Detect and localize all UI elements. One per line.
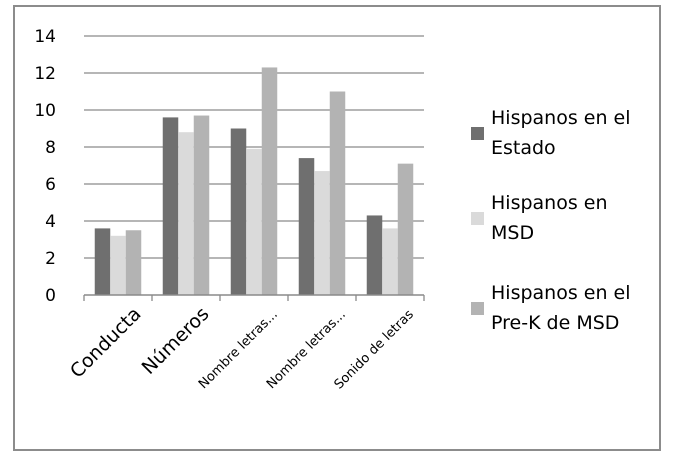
y-tick-label: 8 — [45, 138, 56, 158]
bars — [94, 67, 414, 296]
bar — [125, 230, 142, 295]
y-tick-label: 2 — [45, 249, 56, 269]
legend-label: Hispanos en el — [491, 107, 631, 129]
y-tick-label: 10 — [34, 101, 56, 121]
legend-swatch — [471, 212, 484, 225]
legend-swatch — [471, 302, 484, 315]
legend-label: Hispanos en — [491, 192, 608, 214]
bar — [230, 128, 247, 295]
bar — [366, 215, 383, 295]
y-axis-ticks: 0 2 4 6 8 10 12 14 — [34, 27, 56, 306]
y-tick-label: 4 — [45, 212, 56, 232]
y-tick-label: 14 — [34, 27, 56, 47]
bar — [329, 91, 346, 295]
legend-label: Hispanos en el — [491, 282, 631, 304]
legend-label: Pre-K de MSD — [491, 312, 619, 334]
bar — [162, 117, 179, 296]
bar — [178, 132, 194, 295]
bar — [110, 235, 126, 295]
bar — [246, 148, 262, 295]
bar — [314, 171, 330, 295]
y-tick-label: 12 — [34, 64, 56, 84]
legend-label: MSD — [491, 222, 534, 244]
bar — [397, 163, 414, 295]
legend: Hispanos en el Estado Hispanos en MSD Hispan… — [471, 107, 631, 334]
x-tick-label: Conducta — [66, 303, 146, 383]
legend-swatch — [471, 127, 484, 140]
bar — [298, 158, 315, 295]
bar — [193, 115, 210, 295]
bar — [94, 228, 111, 295]
bar — [382, 228, 398, 295]
y-tick-label: 0 — [45, 286, 56, 306]
x-tick-label: Números — [138, 303, 214, 379]
x-axis — [83, 294, 425, 301]
y-tick-label: 6 — [45, 175, 56, 195]
legend-label: Estado — [491, 137, 556, 159]
bar — [261, 67, 278, 295]
